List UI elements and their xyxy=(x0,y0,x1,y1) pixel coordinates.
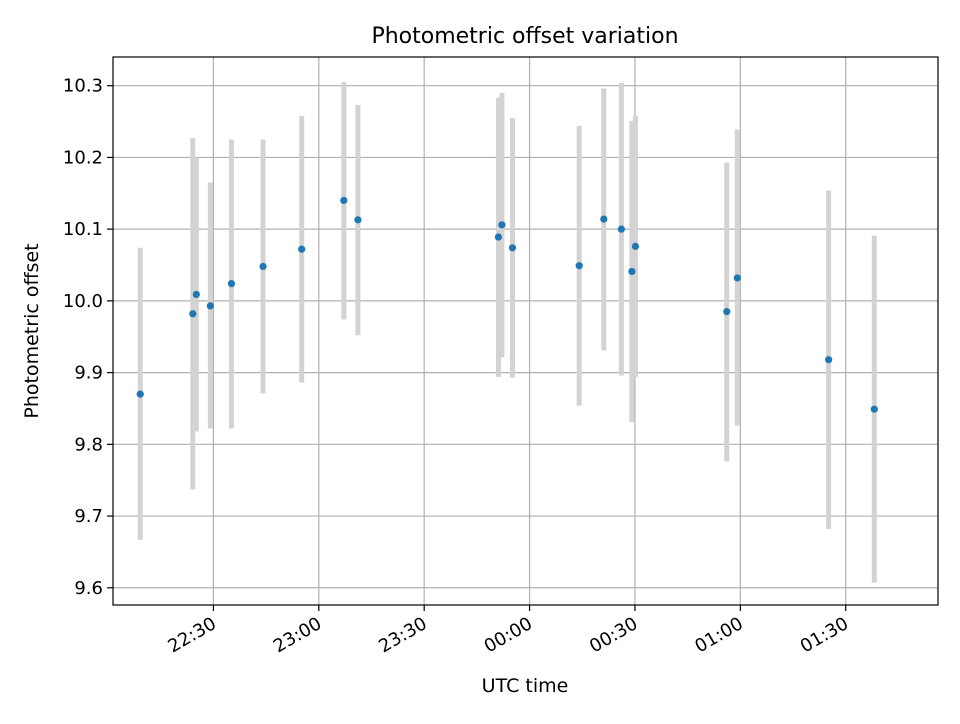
x-tick-label: 01:30 xyxy=(797,613,852,657)
data-point xyxy=(600,215,608,223)
data-point xyxy=(354,216,362,224)
data-point xyxy=(340,196,348,205)
x-tick-label: 00:00 xyxy=(481,613,536,657)
data-point xyxy=(494,233,503,241)
data-point xyxy=(631,242,640,250)
data-point xyxy=(498,221,506,229)
axes-frame xyxy=(112,56,939,606)
grid-lines xyxy=(113,57,938,605)
data-point xyxy=(575,262,583,270)
x-tick-label: 22:30 xyxy=(164,613,219,657)
data-point xyxy=(298,245,306,253)
y-tick-label: 9.9 xyxy=(74,363,103,384)
y-tick-label: 10.3 xyxy=(63,76,103,97)
y-axis-ticks: 9.6 9.7 9.8 9.9 10.0 10.1 10.2 10.3 xyxy=(63,76,113,599)
y-tick-label: 9.8 xyxy=(74,434,103,455)
y-axis-label: Photometric offset xyxy=(21,243,43,418)
data-point xyxy=(628,267,636,276)
x-tick-label: 23:00 xyxy=(270,613,325,657)
data-point xyxy=(617,225,625,233)
y-tick-label: 10.0 xyxy=(63,291,103,312)
x-axis-label: UTC time xyxy=(482,675,569,697)
y-tick-label: 10.2 xyxy=(63,147,103,168)
data-point xyxy=(723,308,731,316)
data-point xyxy=(192,290,200,299)
x-tick-label: 00:30 xyxy=(586,613,641,657)
x-tick-label: 01:00 xyxy=(691,613,746,657)
data-point xyxy=(227,280,236,288)
data-point xyxy=(508,244,517,252)
data-point xyxy=(825,356,833,364)
data-point xyxy=(189,310,197,318)
chart-title: Photometric offset variation xyxy=(371,24,678,49)
data-point xyxy=(733,274,741,282)
data-point xyxy=(206,302,214,310)
data-point xyxy=(259,262,267,271)
y-tick-label: 10.1 xyxy=(63,219,103,240)
x-axis-ticks: 22:30 23:00 23:30 00:00 00:30 01:00 01:30 xyxy=(164,605,852,657)
data-points xyxy=(136,196,878,413)
data-point xyxy=(870,405,878,413)
y-tick-label: 9.6 xyxy=(74,578,103,599)
y-tick-label: 9.7 xyxy=(74,506,103,527)
data-point xyxy=(136,390,144,398)
x-tick-label: 23:30 xyxy=(375,613,430,657)
